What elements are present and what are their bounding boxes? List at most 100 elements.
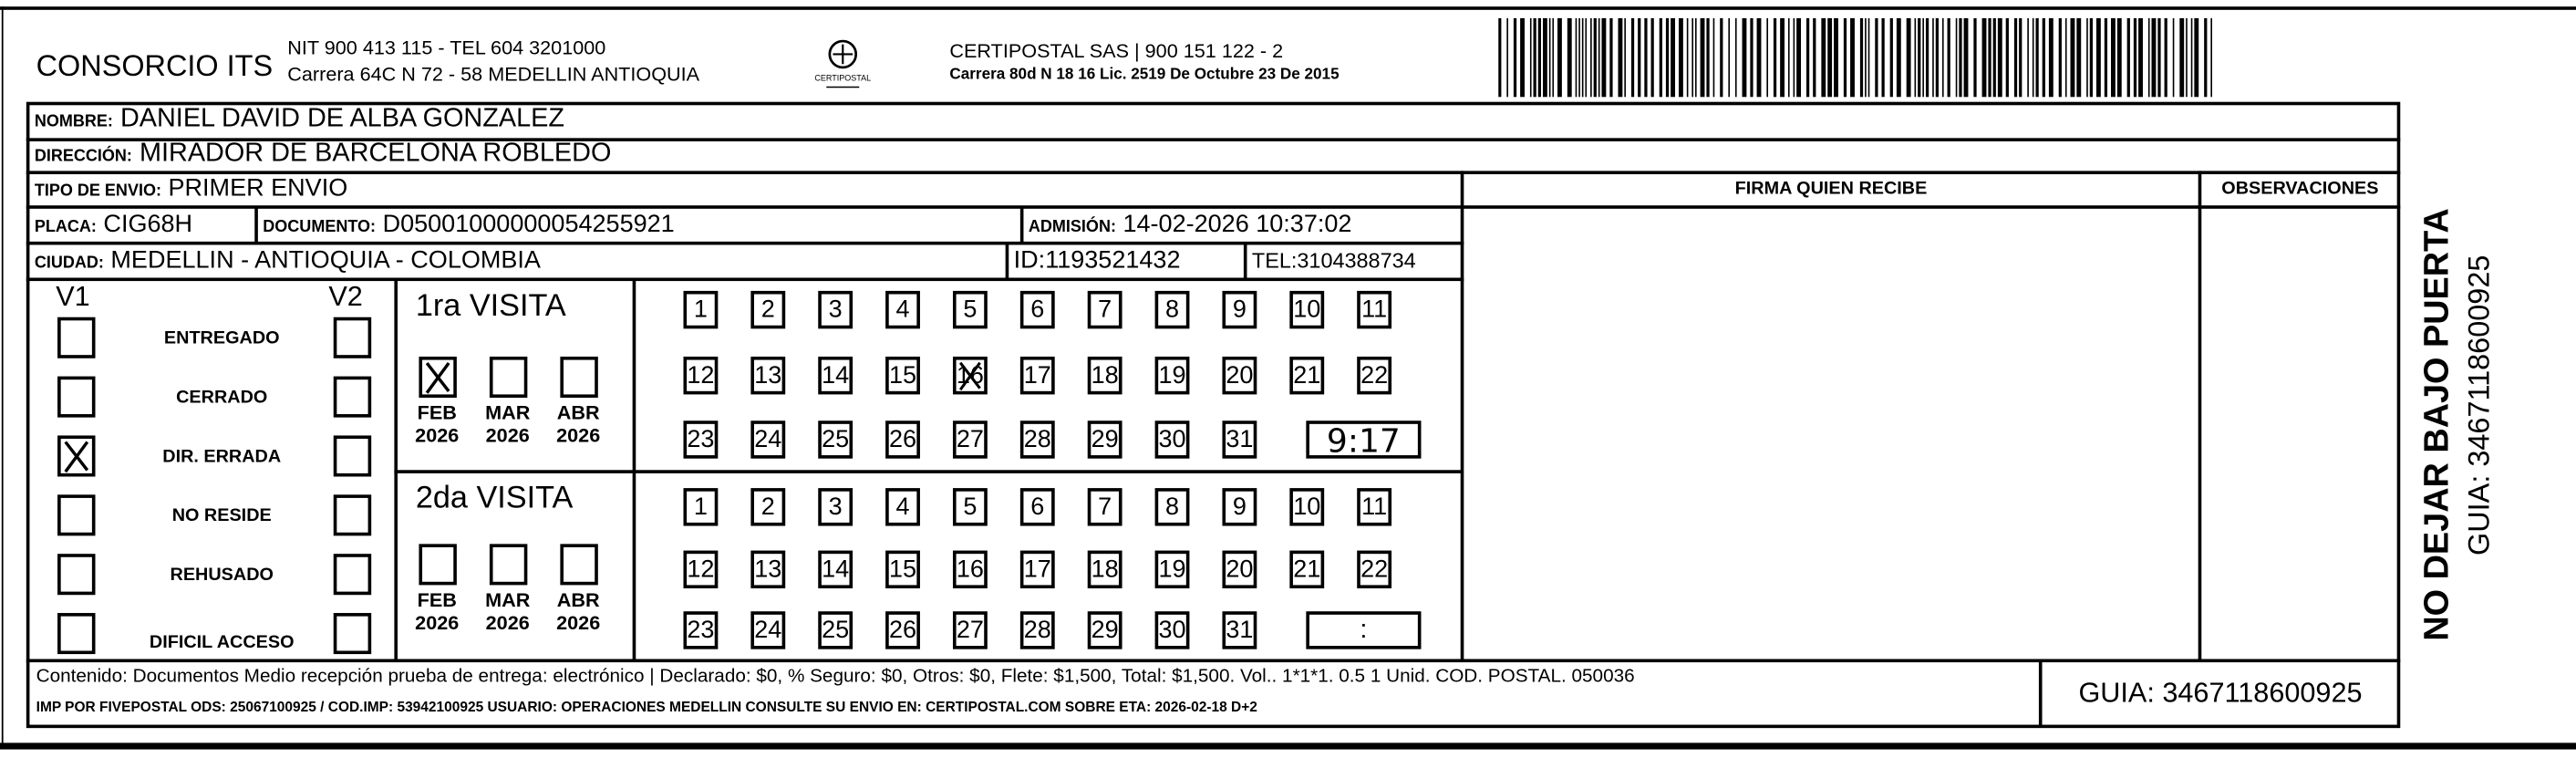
day-box[interactable]: 15: [885, 550, 920, 589]
barcode-bar: [1650, 17, 1654, 98]
day-box[interactable]: 16: [952, 356, 988, 395]
day-box[interactable]: 10: [1289, 290, 1325, 329]
year-label: 2026: [556, 611, 601, 635]
day-box[interactable]: 24: [750, 611, 786, 649]
time-box[interactable]: 9:17: [1306, 421, 1422, 459]
documento-field: DOCUMENTO: D05001000000054255921: [263, 211, 674, 239]
v1-checkbox[interactable]: [57, 554, 96, 596]
v2-checkbox[interactable]: [333, 376, 372, 418]
day-box[interactable]: 5: [952, 290, 988, 329]
day-box[interactable]: 8: [1154, 488, 1190, 526]
barcode-bar: [2086, 17, 2088, 98]
day-box[interactable]: 26: [885, 421, 920, 459]
day-box[interactable]: 2: [750, 488, 786, 526]
day-box[interactable]: 20: [1222, 356, 1257, 395]
month-checkbox[interactable]: [560, 356, 598, 399]
day-box[interactable]: 27: [952, 611, 988, 649]
day-box[interactable]: 24: [750, 421, 786, 459]
col-divider: [2038, 660, 2043, 727]
day-box[interactable]: 3: [818, 290, 853, 329]
day-box[interactable]: 8: [1154, 290, 1190, 329]
day-box[interactable]: 31: [1222, 611, 1257, 649]
day-box[interactable]: 26: [885, 611, 920, 649]
barcode-bar: [1593, 17, 1597, 98]
time-box[interactable]: :: [1306, 611, 1422, 649]
barcode-bar: [1955, 17, 1958, 98]
v1-checkbox[interactable]: [57, 613, 96, 655]
day-box[interactable]: 2: [750, 290, 786, 329]
day-box[interactable]: 17: [1019, 550, 1055, 589]
day-box[interactable]: 4: [885, 290, 920, 329]
day-box[interactable]: 21: [1289, 550, 1325, 589]
firma-area[interactable]: [1464, 207, 2198, 659]
day-box[interactable]: 14: [818, 356, 853, 395]
day-box[interactable]: 18: [1087, 550, 1122, 589]
day-box[interactable]: 27: [952, 421, 988, 459]
day-box[interactable]: 19: [1154, 356, 1190, 395]
day-box[interactable]: 15: [885, 356, 920, 395]
sender-name: CONSORCIO ITS: [36, 49, 274, 83]
day-box[interactable]: 30: [1154, 611, 1190, 649]
day-box[interactable]: 1: [683, 488, 719, 526]
day-box[interactable]: 12: [683, 356, 719, 395]
month-checkbox[interactable]: [489, 356, 528, 399]
day-box[interactable]: 13: [750, 550, 786, 589]
day-box[interactable]: 20: [1222, 550, 1257, 589]
v1-checkbox[interactable]: [57, 317, 96, 358]
day-box[interactable]: 16: [952, 550, 988, 589]
v2-checkbox[interactable]: [333, 317, 372, 358]
v1-checkbox[interactable]: [57, 435, 96, 477]
id-value: 1193521432: [1045, 246, 1181, 275]
day-box[interactable]: 7: [1087, 488, 1122, 526]
day-box[interactable]: 19: [1154, 550, 1190, 589]
day-box[interactable]: 10: [1289, 488, 1325, 526]
day-box[interactable]: 31: [1222, 421, 1257, 459]
day-box[interactable]: 9: [1222, 290, 1257, 329]
day-box[interactable]: 13: [750, 356, 786, 395]
day-box[interactable]: 25: [818, 421, 853, 459]
day-box[interactable]: 5: [952, 488, 988, 526]
month-checkbox[interactable]: [419, 356, 457, 399]
month-checkbox[interactable]: [489, 544, 528, 586]
day-box[interactable]: 14: [818, 550, 853, 589]
day-box[interactable]: 28: [1019, 421, 1055, 459]
v2-checkbox[interactable]: [333, 613, 372, 655]
day-box[interactable]: 29: [1087, 611, 1122, 649]
day-box[interactable]: 1: [683, 290, 719, 329]
day-box[interactable]: 28: [1019, 611, 1055, 649]
barcode: [1498, 17, 2212, 98]
day-box[interactable]: 11: [1357, 488, 1392, 526]
day-box[interactable]: 23: [683, 611, 719, 649]
day-box[interactable]: 22: [1357, 550, 1392, 589]
day-box[interactable]: 29: [1087, 421, 1122, 459]
v2-checkbox[interactable]: [333, 494, 372, 536]
day-box[interactable]: 22: [1357, 356, 1392, 395]
day-box[interactable]: 17: [1019, 356, 1055, 395]
barcode-bar: [1644, 17, 1648, 98]
day-box[interactable]: 6: [1019, 488, 1055, 526]
day-box[interactable]: 4: [885, 488, 920, 526]
day-box[interactable]: 6: [1019, 290, 1055, 329]
v1-checkbox[interactable]: [57, 494, 96, 536]
barcode-bar: [1881, 17, 1885, 98]
v1-checkbox[interactable]: [57, 376, 96, 418]
day-box[interactable]: 12: [683, 550, 719, 589]
day-box[interactable]: 3: [818, 488, 853, 526]
day-box[interactable]: 7: [1087, 290, 1122, 329]
day-box[interactable]: 9: [1222, 488, 1257, 526]
month-checkbox[interactable]: [419, 544, 457, 586]
day-box[interactable]: 25: [818, 611, 853, 649]
day-box[interactable]: 23: [683, 421, 719, 459]
main-table: [26, 101, 2401, 729]
v2-checkbox[interactable]: [333, 554, 372, 596]
barcode-bar: [2095, 17, 2101, 98]
v2-checkbox[interactable]: [333, 435, 372, 477]
day-box[interactable]: 11: [1357, 290, 1392, 329]
day-box[interactable]: 21: [1289, 356, 1325, 395]
day-box[interactable]: 18: [1087, 356, 1122, 395]
observaciones-area[interactable]: [2201, 207, 2398, 659]
day-box[interactable]: 30: [1154, 421, 1190, 459]
barcode-bar: [1686, 17, 1689, 98]
month-checkbox[interactable]: [560, 544, 598, 586]
visit-title: 1ra VISITA: [415, 289, 566, 324]
